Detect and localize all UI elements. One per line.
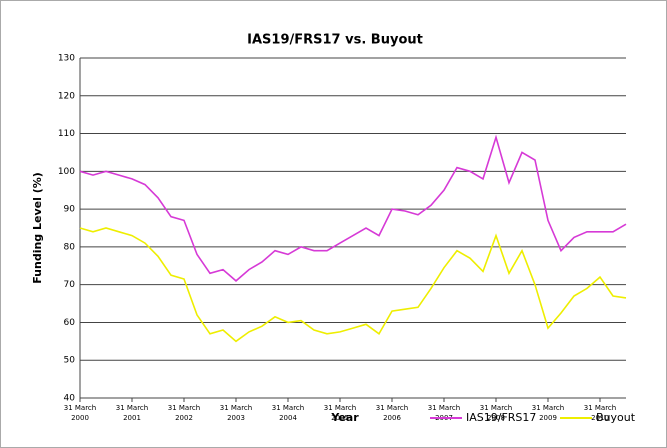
y-tick-label: 40: [64, 394, 76, 404]
y-tick-label: 90: [64, 205, 76, 215]
x-tick-label: 31 March 2004: [272, 404, 304, 422]
x-tick-label: 31 March 2008: [480, 404, 512, 422]
legend-label: Buyout: [596, 411, 636, 424]
x-tick-label: 31 March 2006: [376, 404, 408, 422]
y-tick-label: 100: [58, 167, 75, 177]
y-tick-label: 110: [58, 129, 75, 139]
legend-label: IAS19/FRS17: [466, 411, 536, 424]
y-tick-label: 130: [58, 54, 75, 64]
x-tick-label: 31 March 2009: [532, 404, 564, 422]
x-axis-label: Year: [330, 411, 359, 424]
x-tick-label: 31 March 2010: [584, 404, 616, 422]
y-tick-label: 120: [58, 91, 75, 101]
y-tick-label: 70: [64, 280, 76, 290]
x-tick-label: 31 March 2005: [324, 404, 356, 422]
x-tick-label: 31 March 2002: [168, 404, 200, 422]
chart-title: IAS19/FRS17 vs. Buyout: [247, 33, 423, 48]
y-axis-label: Funding Level (%): [31, 172, 44, 284]
data-line: [79, 134, 627, 282]
data-line: [79, 227, 627, 343]
x-tick-label: 31 March 2000: [64, 404, 96, 422]
y-tick-label: 50: [64, 356, 76, 366]
y-tick-label: 60: [64, 318, 76, 328]
x-tick-label: 31 March 2003: [220, 404, 252, 422]
x-tick-label: 31 March 2001: [116, 404, 148, 422]
y-tick-label: 80: [64, 242, 76, 252]
